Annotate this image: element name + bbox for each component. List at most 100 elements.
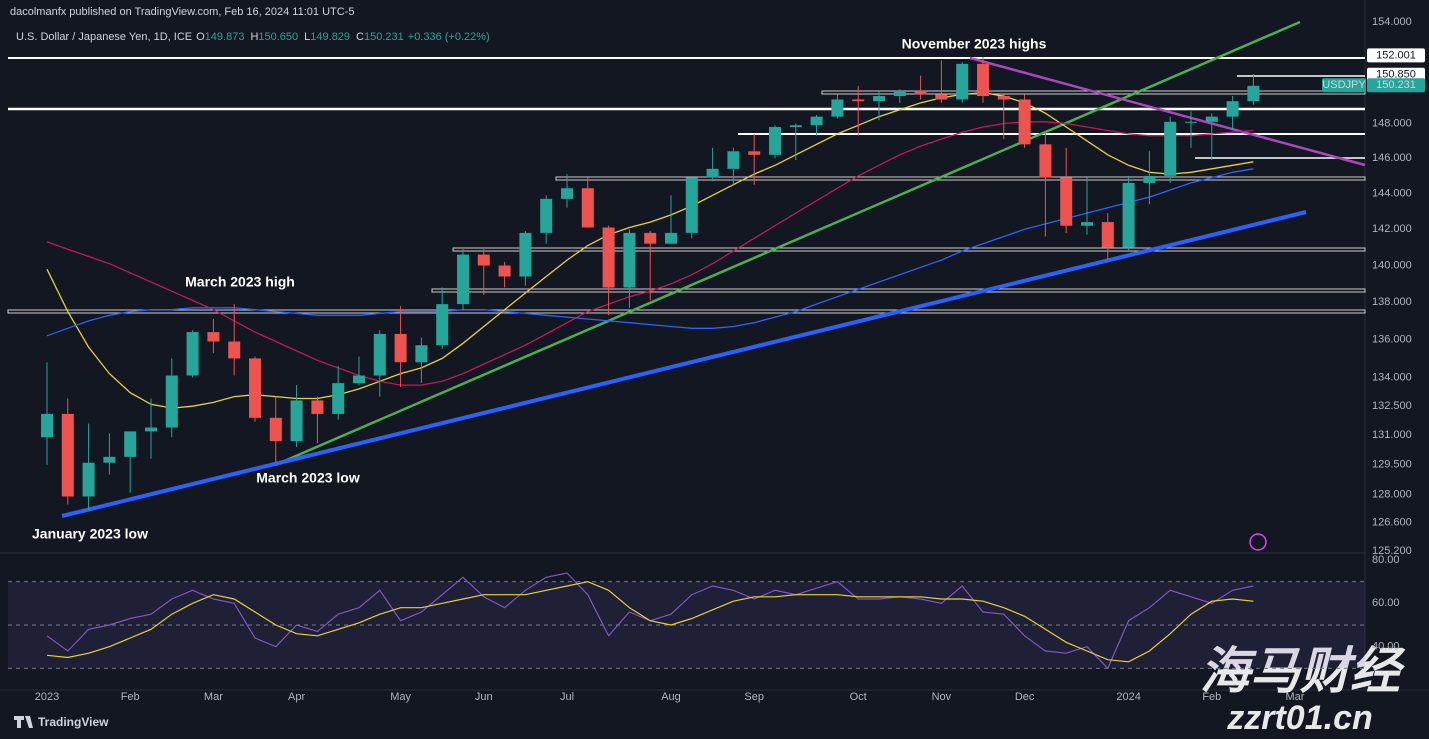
x-tick-label: Jun [475,691,493,703]
ohlc-value: 149.829 [310,31,350,43]
candle-body [394,333,407,363]
ohlc-value: 150.650 [258,31,298,43]
y-tick-label: 142.000 [1372,223,1412,235]
x-tick-label: Feb [121,691,140,703]
y-tick-label: 129.500 [1372,459,1412,471]
watermark: zzrt01.cn [1226,699,1373,737]
candle-body [623,232,636,288]
zone [7,309,1366,314]
annotation: March 2023 high [185,274,295,290]
x-tick-label: 2024 [1116,691,1140,703]
y-tick-label: 80.00 [1372,554,1400,566]
last-price-tag [1367,78,1425,93]
symbol-tag [1322,78,1366,93]
price-marker-label: 152.001 [1376,49,1416,61]
candle-body [311,400,324,414]
tradingview-logo [14,716,33,728]
candle-body [873,96,885,102]
ohlc-label: O [196,31,205,43]
candle-body [1205,116,1218,122]
alert-icon[interactable] [1249,533,1267,551]
candle-body [748,151,761,155]
watermark: 海马财经 [1200,643,1406,699]
x-tick-label: Mar [204,691,223,703]
candle-body [789,125,802,127]
x-tick-label: 2023 [35,691,59,703]
candle-body [457,254,469,305]
y-tick-label: 132.500 [1372,400,1412,412]
candle-body [290,400,303,442]
moving-average [46,168,1254,337]
candle-body [810,116,823,126]
price-marker [1367,67,1425,82]
y-tick-label: 138.000 [1372,296,1412,308]
candle-body [207,332,220,342]
candle-body [644,232,657,244]
candle-body [581,188,594,228]
candle-body [124,431,137,457]
y-tick-label: 154.000 [1372,16,1412,28]
candle-body [1247,85,1260,102]
candle-body [1039,144,1052,178]
candle-body [228,341,241,359]
candle-body [1060,177,1073,226]
moving-average [46,92,1254,409]
last-price-label: 150.231 [1376,79,1416,91]
symbol-name: U.S. Dollar / Japanese Yen, 1D, ICE [16,31,192,43]
candle-body [706,168,719,178]
x-tick-label: Jul [560,691,574,703]
x-tick-label: Oct [850,691,867,703]
candle-body [1164,121,1177,176]
y-tick-label: 134.000 [1372,371,1412,383]
zone [452,247,1366,252]
candle-body [373,333,386,376]
annotation: March 2023 low [256,470,360,486]
zone [555,176,1366,181]
candle-body [519,232,532,277]
candle-body [852,99,865,102]
candle-body [831,99,844,117]
y-tick-label: 148.000 [1372,117,1412,129]
candle-body [145,427,157,432]
price-marker-label: 150.850 [1376,69,1416,81]
candle-body [977,63,989,97]
price-axis [1365,0,1429,690]
annotation: November 2023 highs [902,36,1047,52]
candle-body [1122,182,1135,248]
candle-body [1143,175,1156,183]
candle-body [41,413,53,438]
zone [431,288,1366,293]
candle-body [436,304,449,346]
candle-body [1101,222,1114,248]
candle-body [914,90,927,95]
publisher-line: dacolmanfx published on TradingView.com,… [10,6,354,18]
x-tick-label: Sep [744,691,764,703]
x-tick-label: Dec [1015,691,1035,703]
price-marker [1367,48,1425,63]
y-tick-label: 146.000 [1372,152,1412,164]
candle-body [1018,99,1031,145]
x-tick-label: Apr [288,691,305,703]
trend-line [61,210,1307,518]
drawings [7,20,1366,518]
y-tick-label: 144.000 [1372,187,1412,199]
candle-body [61,413,74,497]
annotation: January 2023 low [32,526,148,542]
candle-body [665,232,677,244]
candle-body [186,332,199,376]
candle-body [269,417,282,442]
candle-body [1081,222,1093,226]
ohlc-label: C [356,31,364,43]
candle-body [893,90,906,97]
candle-body [165,375,178,428]
candle-body [1226,101,1239,117]
footer-brand: TradingView [38,715,109,729]
candle-body [540,198,553,233]
candle-body [353,375,365,384]
y-tick-label: 40.00 [1372,641,1400,653]
candle-body [935,94,948,100]
y-tick-label: 140.000 [1372,259,1412,271]
symbol-tag-label: USDJPY [1322,79,1366,91]
y-tick-label: 136.000 [1372,333,1412,345]
